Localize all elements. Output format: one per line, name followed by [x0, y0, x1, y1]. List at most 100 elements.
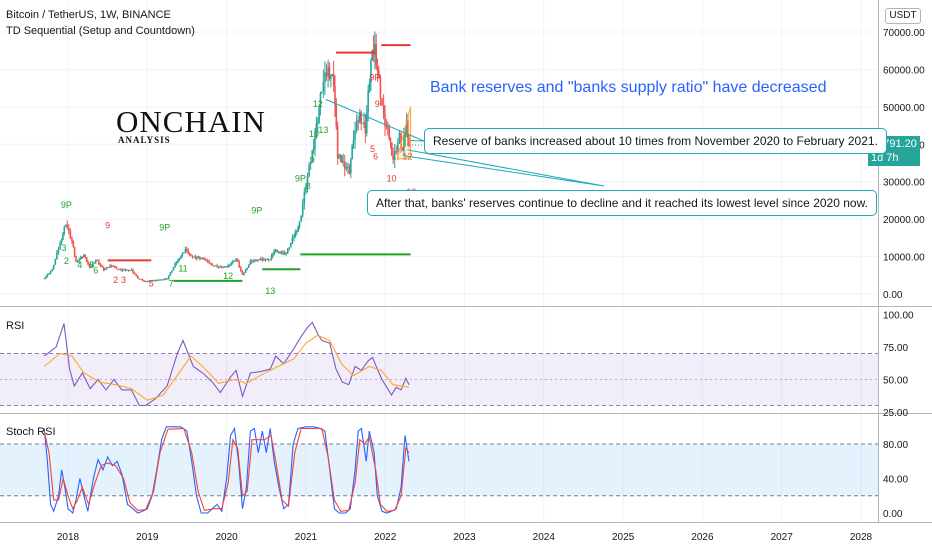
candle-body: [76, 261, 79, 263]
candle-body: [331, 73, 334, 77]
candle-body: [233, 260, 236, 262]
candle-body: [197, 257, 200, 259]
candle-body: [273, 250, 275, 255]
candle-body: [280, 252, 283, 254]
x-axis-tick: 2018: [57, 532, 80, 543]
candle-body: [99, 264, 102, 266]
candle-body: [214, 265, 217, 267]
stoch-band: [0, 444, 878, 496]
bar-countdown: 1d 7h: [871, 152, 899, 164]
td-sequential-label: 12: [223, 271, 233, 281]
candle-body: [132, 269, 134, 273]
candle-body: [342, 161, 344, 163]
candle-body: [318, 108, 320, 123]
candle-body: [397, 142, 399, 152]
candle-body: [279, 251, 281, 254]
y-axis-tick: 10000.00: [883, 253, 925, 264]
callout-reserve-increase[interactable]: Reserve of banks increased about 10 time…: [424, 128, 887, 154]
candle-body: [62, 233, 64, 240]
candle-body: [69, 230, 72, 238]
candle-body: [235, 258, 237, 261]
candle-body: [171, 270, 173, 273]
candle-body: [367, 90, 369, 113]
candle-body: [365, 112, 368, 134]
candle-body: [263, 258, 265, 261]
candle-body: [43, 278, 46, 280]
candle-body: [404, 133, 407, 138]
candle-body: [146, 281, 149, 283]
candle-body: [161, 279, 164, 281]
candle-body: [254, 259, 256, 261]
candle-body: [216, 265, 218, 268]
candle-body: [288, 247, 291, 250]
candle-body: [124, 269, 127, 271]
chart-symbol-title: Bitcoin / TetherUS, 1W, BINANCE: [6, 9, 171, 21]
candle-body: [293, 236, 295, 238]
candle-body: [164, 278, 167, 280]
candle-body: [243, 272, 245, 275]
candle-body: [343, 161, 346, 169]
candle-body: [57, 249, 60, 253]
td-sequential-label: 8: [306, 181, 311, 191]
rsi-axis-tick: 50.00: [883, 376, 908, 387]
candle-body: [286, 249, 289, 254]
candle-body: [301, 204, 304, 216]
candle-body: [375, 44, 378, 66]
candle-body: [314, 135, 316, 148]
candle-body: [90, 266, 92, 268]
candle-body: [325, 72, 328, 77]
candle-body: [71, 237, 73, 242]
td-sequential-label: 5: [89, 260, 94, 270]
logo-title: ONCHAIN: [116, 104, 266, 139]
candle-body: [56, 252, 58, 259]
candle-body: [155, 280, 158, 282]
candle-body: [181, 252, 184, 256]
callout-reserve-decline[interactable]: After that, banks' reserves continue to …: [367, 190, 877, 216]
candle-body: [180, 255, 182, 259]
x-axis-tick: 2019: [136, 532, 159, 543]
rsi-line: [43, 321, 410, 407]
candle-body: [255, 259, 258, 261]
x-axis-tick: 2022: [374, 532, 397, 543]
candle-body: [138, 278, 141, 280]
td-sequential-label: 9: [375, 99, 380, 109]
candle-body: [149, 280, 152, 282]
candle-body: [64, 224, 67, 227]
candle-body: [143, 280, 145, 282]
candle-body: [172, 267, 175, 271]
candle-body: [106, 267, 108, 269]
candle-body: [312, 147, 315, 151]
td-sequential-label: 12: [313, 99, 323, 109]
candle-body: [123, 269, 125, 271]
candle-body: [264, 259, 267, 261]
candle-body: [400, 133, 402, 147]
candle-body: [370, 60, 372, 83]
td-sequential-label: 10: [387, 174, 397, 184]
y-axis-tick: 30000.00: [883, 178, 925, 189]
candle-body: [398, 133, 401, 143]
candle-body: [227, 265, 229, 268]
triangle-pattern: [396, 106, 412, 160]
candle-body: [126, 269, 128, 271]
candle-body: [277, 251, 280, 253]
candle-body: [193, 256, 195, 258]
candle-body: [194, 256, 197, 259]
candle-body: [217, 267, 220, 269]
rsi-axis-tick: 75.00: [883, 343, 908, 354]
x-axis-tick: 2020: [215, 532, 238, 543]
candle-body: [66, 224, 69, 228]
candle-body: [300, 215, 302, 222]
td-sequential-label: 2: [64, 256, 69, 266]
candle-body: [330, 76, 332, 79]
candle-body: [297, 226, 299, 232]
candle-body: [177, 259, 179, 263]
candle-body: [136, 275, 139, 279]
candle-body: [328, 66, 331, 79]
stoch-axis-tick: 0.00: [883, 509, 903, 520]
candle-body: [283, 252, 286, 255]
candle-body: [384, 113, 386, 126]
candle-body: [368, 82, 371, 91]
candle-body: [232, 260, 234, 263]
currency-badge[interactable]: USDT: [885, 8, 921, 24]
